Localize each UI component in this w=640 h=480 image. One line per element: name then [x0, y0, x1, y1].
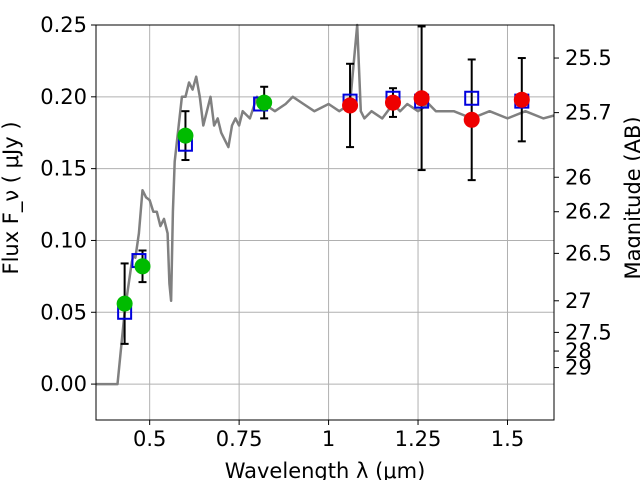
right-tick-label: 27 — [565, 289, 592, 313]
x-tick-label: 1.25 — [395, 427, 442, 451]
y-tick-label: 0.25 — [40, 13, 87, 37]
y-tick-label: 0.10 — [40, 228, 87, 252]
right-tick-label: 25.7 — [565, 101, 612, 125]
right-tick-label: 27.5 — [565, 320, 612, 344]
y-axis-label: Flux F_ν ( μJy ) — [0, 121, 24, 274]
right-tick-label: 28 — [565, 339, 592, 363]
y-tick-label: 0.00 — [40, 372, 87, 396]
error-bars — [120, 25, 526, 345]
data-markers — [116, 90, 530, 320]
photometry-circle-marker — [177, 127, 194, 144]
photometry-circle-marker — [256, 94, 273, 111]
y-tick-label: 0.15 — [40, 157, 87, 181]
x-tick-label: 1 — [322, 427, 335, 451]
right-tick-label: 29 — [565, 356, 592, 380]
right-tick-label: 26.5 — [565, 241, 612, 265]
right-axis-label: Magnitude (AB) — [621, 116, 640, 279]
photometry-circle-marker — [384, 94, 401, 111]
photometry-circle-marker — [134, 258, 151, 275]
y-tick-label: 0.05 — [40, 300, 87, 324]
x-axis-label: Wavelength λ (μm) — [225, 459, 426, 480]
right-tick-label: 26 — [565, 165, 592, 189]
photometry-circle-marker — [463, 111, 480, 128]
photometry-circle-marker — [342, 97, 359, 114]
photometry-circle-marker — [116, 295, 133, 312]
y-axis-ticks: 0.00 0.05 0.10 0.15 0.20 0.25 — [40, 13, 96, 396]
right-tick-label: 26.2 — [565, 200, 612, 224]
x-tick-label: 0.5 — [133, 427, 166, 451]
photometry-square-marker — [464, 90, 480, 106]
model-spectrum-line — [96, 23, 555, 386]
model-spectrum — [96, 23, 555, 386]
y-tick-label: 0.20 — [40, 85, 87, 109]
plot-frame — [95, 24, 555, 421]
x-axis-ticks: 0.5 0.75 1 1.25 1.5 — [133, 420, 524, 451]
right-tick-label: 25.5 — [565, 46, 612, 70]
photometry-circle-marker — [513, 91, 530, 108]
photometry-circle-marker — [413, 90, 430, 107]
x-tick-label: 0.75 — [216, 427, 263, 451]
x-tick-label: 1.5 — [491, 427, 524, 451]
